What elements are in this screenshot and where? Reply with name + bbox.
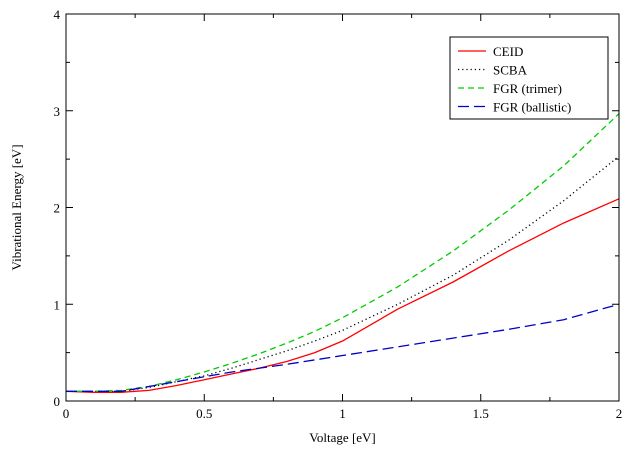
series-line-1 bbox=[66, 155, 620, 392]
x-tick-label: 0.5 bbox=[196, 406, 212, 421]
x-tick-label: 2 bbox=[616, 406, 623, 421]
y-axis-ticks: 0 1 2 3 4 bbox=[54, 7, 619, 409]
y-tick-label: 3 bbox=[54, 104, 61, 119]
legend-label: CEID bbox=[493, 44, 523, 59]
y-tick-label: 0 bbox=[54, 394, 61, 409]
series-line-3 bbox=[66, 303, 620, 392]
x-axis-ticks: 0 0.5 1 1.5 2 bbox=[63, 14, 623, 421]
plot-lines bbox=[65, 113, 620, 393]
x-axis-title: Voltage [eV] bbox=[309, 430, 376, 445]
series-line-2 bbox=[66, 113, 620, 392]
x-tick-label: 1.5 bbox=[473, 406, 489, 421]
y-axis-title: Vibrational Energy [eV] bbox=[9, 144, 24, 270]
x-tick-label: 1 bbox=[339, 406, 346, 421]
y-tick-label: 2 bbox=[54, 201, 61, 216]
x-tick-label: 0 bbox=[63, 406, 70, 421]
y-tick-label: 1 bbox=[54, 297, 61, 312]
legend: CEID SCBA FGR (trimer) FGR (ballistic) bbox=[449, 36, 609, 120]
legend-label: FGR (trimer) bbox=[493, 81, 562, 96]
y-tick-label: 4 bbox=[54, 7, 61, 22]
legend-label: FGR (ballistic) bbox=[493, 100, 571, 115]
series-line-0 bbox=[65, 198, 620, 393]
legend-label: SCBA bbox=[493, 63, 528, 78]
